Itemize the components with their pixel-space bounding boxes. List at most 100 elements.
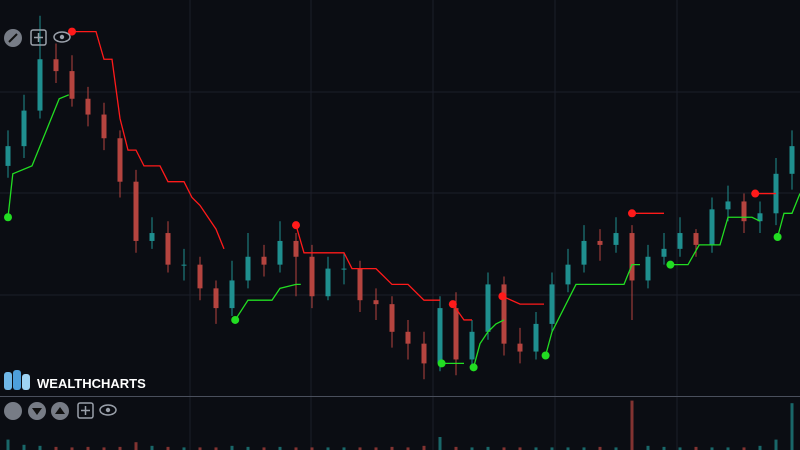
- volume-bar: [422, 445, 426, 450]
- volume-bar: [390, 446, 394, 450]
- candle-body: [741, 201, 747, 222]
- candle-body: [453, 308, 459, 360]
- volume-bar: [54, 446, 58, 450]
- volume-bar: [342, 447, 346, 450]
- candle-body: [613, 233, 619, 245]
- volume-bar: [406, 447, 410, 450]
- candle-body: [693, 233, 699, 245]
- candle-body: [645, 256, 651, 281]
- volume-bar: [182, 447, 186, 450]
- candle-body: [117, 138, 123, 182]
- volume-bar: [102, 447, 106, 450]
- candle-body: [309, 256, 315, 297]
- candle-body: [229, 280, 235, 309]
- volume-bar: [150, 445, 154, 450]
- candle-body: [661, 248, 667, 257]
- volume-bar: [566, 447, 570, 450]
- signal-dot: [448, 300, 457, 309]
- candle-body: [293, 240, 299, 257]
- icon: [59, 34, 65, 40]
- volume-bar: [646, 445, 650, 450]
- candle-body: [373, 300, 379, 305]
- candle-body: [133, 181, 139, 241]
- signal-dot: [469, 363, 478, 372]
- candle-body: [677, 233, 683, 249]
- signal-dot: [628, 209, 636, 218]
- volume-bar: [550, 447, 554, 450]
- candle-body: [261, 256, 267, 265]
- candle-body: [165, 233, 171, 265]
- volume-bar: [630, 400, 634, 450]
- collapse-button[interactable]: [4, 402, 22, 420]
- signal-dot: [68, 27, 76, 36]
- candle-body: [213, 288, 219, 309]
- volume-bar: [134, 442, 138, 450]
- signal-dot: [498, 292, 507, 301]
- volume-bar: [486, 446, 490, 450]
- volume-bar: [38, 445, 42, 450]
- candle-body: [725, 201, 731, 210]
- add-button[interactable]: [77, 402, 94, 419]
- candle-body: [565, 264, 571, 285]
- volume-bar: [6, 439, 10, 450]
- signal-dot: [773, 233, 782, 241]
- volume-bar: [230, 445, 234, 450]
- volume-bar: [294, 447, 298, 450]
- candle-body: [389, 304, 395, 332]
- volume-bar: [470, 447, 474, 450]
- candle-body: [421, 343, 427, 364]
- volume-bar: [758, 445, 762, 450]
- candle-body: [197, 264, 203, 289]
- trend-line: [72, 30, 776, 321]
- volume-bar: [790, 403, 794, 450]
- candle-body: [101, 114, 107, 139]
- volume-bar: [502, 447, 506, 450]
- visibility-button[interactable]: [99, 404, 117, 416]
- candle-body: [549, 284, 555, 324]
- signal-dot: [292, 221, 300, 230]
- volume-bar: [86, 446, 90, 450]
- volume-bar: [166, 446, 170, 450]
- volume-bar: [742, 447, 746, 450]
- signal-dot: [751, 189, 760, 198]
- candle-body: [357, 268, 363, 301]
- volume-bar: [710, 447, 714, 450]
- add-button[interactable]: [30, 29, 47, 46]
- volume-bar: [198, 447, 202, 450]
- candle-body: [533, 323, 539, 352]
- candle-body: [181, 264, 187, 266]
- candle-body: [69, 71, 75, 99]
- plot-area: [4, 15, 800, 450]
- logo-icon: [4, 372, 12, 390]
- volume-bar: [118, 446, 122, 450]
- volume-bar: [518, 447, 522, 450]
- candle-body: [517, 343, 523, 352]
- candle-body: [757, 213, 763, 222]
- main-toolbar: [4, 29, 71, 47]
- candle-body: [597, 240, 603, 245]
- trend-line: [7, 94, 800, 368]
- candle-body: [469, 331, 475, 360]
- volume-bar: [310, 447, 314, 450]
- icon: [55, 407, 65, 414]
- visibility-button[interactable]: [53, 31, 71, 43]
- icon: [105, 407, 111, 413]
- volume-bar: [358, 447, 362, 450]
- candle-body: [53, 59, 59, 72]
- candle-body: [341, 268, 347, 270]
- volume-bar: [598, 446, 602, 450]
- candle-body: [789, 146, 795, 174]
- logo-icon: [22, 374, 30, 390]
- volume-bar: [262, 447, 266, 450]
- logo-text: WEALTHCHARTS: [37, 376, 146, 391]
- volume-bar: [726, 447, 730, 450]
- candle-body: [149, 233, 155, 241]
- candle-body: [85, 98, 91, 115]
- signal-dot: [437, 359, 446, 368]
- candle-body: [437, 308, 443, 364]
- icon: [34, 33, 43, 42]
- candle-body: [245, 256, 251, 281]
